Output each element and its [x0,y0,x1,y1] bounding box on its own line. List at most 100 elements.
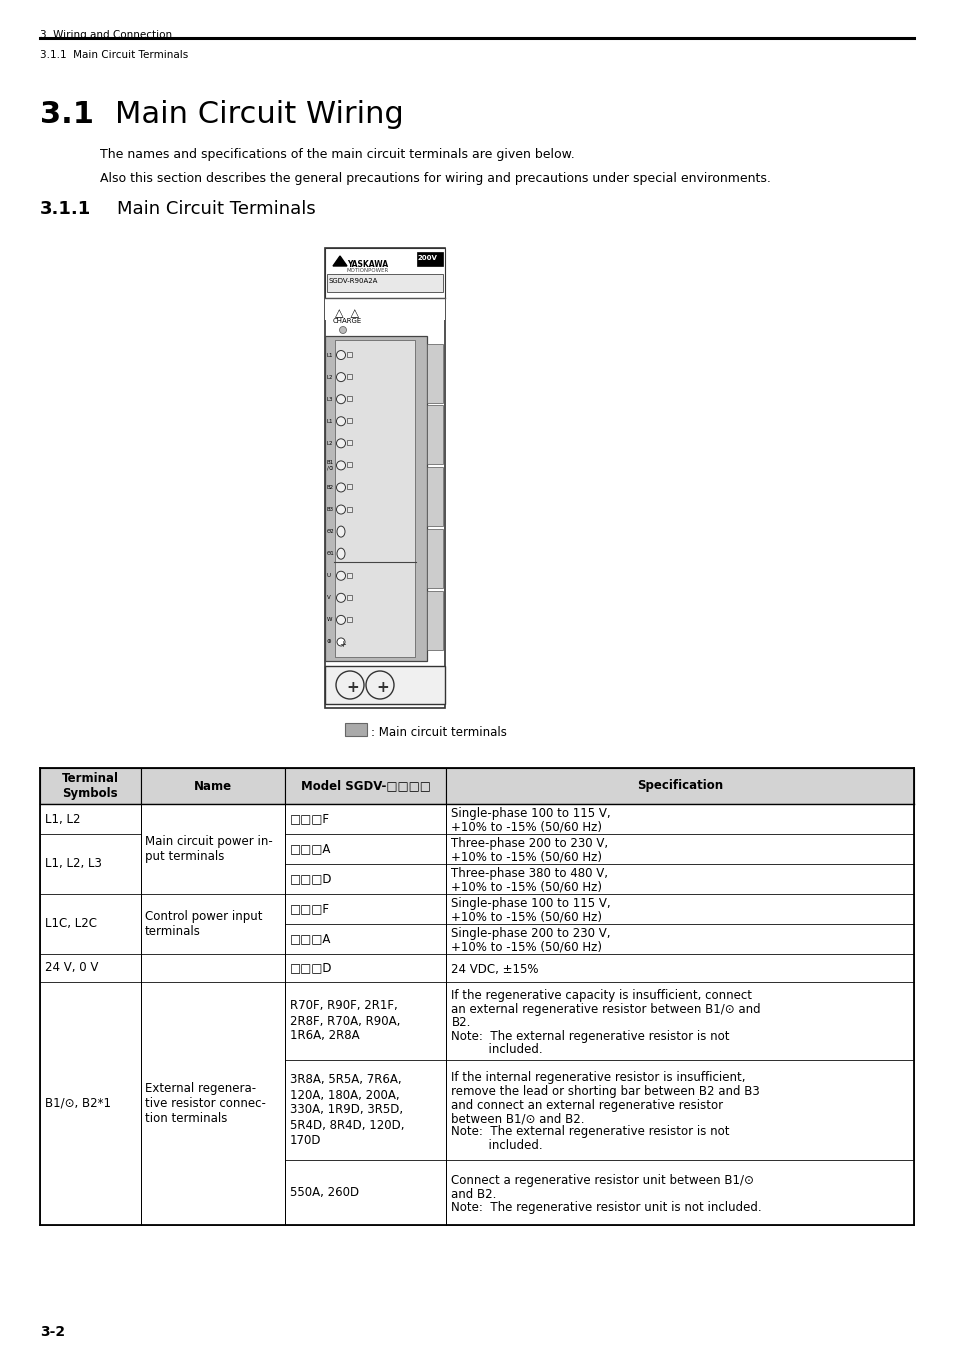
Text: 24 V, 0 V: 24 V, 0 V [45,961,98,975]
Text: L3: L3 [327,397,334,402]
Bar [140,981,284,1224]
Text: □□□F: □□□F [290,903,330,915]
Bar [284,894,446,923]
Bar [140,954,284,981]
Text: Also this section describes the general precautions for wiring and precautions u: Also this section describes the general … [100,171,770,185]
Circle shape [366,671,394,699]
Text: Terminal
Symbols: Terminal Symbols [62,772,118,801]
Text: CHARGE: CHARGE [333,319,362,324]
Text: Θ1: Θ1 [327,551,335,556]
Text: 3R8A, 5R5A, 7R6A,
120A, 180A, 200A,
330A, 1R9D, 3R5D,
5R4D, 8R4D, 120D,
170D: 3R8A, 5R5A, 7R6A, 120A, 180A, 200A, 330A… [290,1073,404,1146]
Bar [446,834,913,864]
Bar [325,298,444,320]
Bar [40,981,140,1224]
Text: □□□A: □□□A [290,842,331,856]
Bar [325,666,444,703]
Text: Note:  The external regenerative resistor is not: Note: The external regenerative resistor… [451,1030,729,1042]
Text: Connect a regenerative resistor unit between B1/⊙: Connect a regenerative resistor unit bet… [451,1174,754,1187]
Bar [446,1060,913,1160]
Bar [446,894,913,923]
Bar [284,864,446,894]
Text: MOTIONPOWER: MOTIONPOWER [347,269,389,273]
Bar [446,1160,913,1224]
Text: L1, L2: L1, L2 [45,813,80,825]
Text: 3  Wiring and Connection: 3 Wiring and Connection [40,30,172,40]
Circle shape [336,351,345,359]
Text: +10% to -15% (50/60 Hz): +10% to -15% (50/60 Hz) [451,911,601,923]
Bar [284,1160,446,1224]
Text: External regenera-
tive resistor connec-
tion terminals: External regenera- tive resistor connec-… [144,1081,265,1125]
Bar [335,340,415,657]
Bar [140,768,284,805]
Text: Control power input
terminals: Control power input terminals [144,910,262,938]
Text: SGDV-R90A2A: SGDV-R90A2A [329,278,378,283]
Bar [347,418,352,424]
Text: +: + [346,680,358,695]
Bar [140,894,284,954]
Text: Model SGDV-□□□□: Model SGDV-□□□□ [300,779,430,792]
Text: □□□A: □□□A [290,933,331,945]
Bar [284,805,446,834]
Text: Θ2: Θ2 [327,529,335,535]
Bar [40,954,140,981]
Text: Single-phase 200 to 230 V,: Single-phase 200 to 230 V, [451,927,610,941]
Circle shape [335,671,364,699]
Text: between B1/⊙ and B2.: between B1/⊙ and B2. [451,1112,584,1125]
Text: Main Circuit Wiring: Main Circuit Wiring [115,100,403,130]
Text: Note:  The external regenerative resistor is not: Note: The external regenerative resistor… [451,1126,729,1138]
Bar [347,595,352,599]
Bar [446,864,913,894]
Bar [446,954,913,981]
Bar [427,529,442,589]
Text: included.: included. [451,1044,542,1056]
Bar [284,981,446,1060]
Circle shape [336,373,345,382]
Text: If the internal regenerative resistor is insufficient,: If the internal regenerative resistor is… [451,1072,745,1084]
Text: Main Circuit Terminals: Main Circuit Terminals [117,200,315,217]
Text: Single-phase 100 to 115 V,: Single-phase 100 to 115 V, [451,898,610,910]
Text: B2.: B2. [451,1017,470,1029]
Text: B2: B2 [327,485,334,490]
Bar [446,923,913,954]
Text: U: U [327,574,331,578]
Bar [427,405,442,464]
Text: remove the lead or shorting bar between B2 and B3: remove the lead or shorting bar between … [451,1085,760,1098]
Text: B3: B3 [327,508,334,512]
Circle shape [336,505,345,514]
Text: included.: included. [451,1139,542,1152]
Text: L1, L2, L3: L1, L2, L3 [45,857,102,871]
Text: △  △: △ △ [335,308,358,319]
Circle shape [336,639,345,645]
Bar [427,591,442,649]
Circle shape [336,593,345,602]
Text: Specification: Specification [637,779,722,792]
Text: Note:  The regenerative resistor unit is not included.: Note: The regenerative resistor unit is … [451,1202,761,1214]
Polygon shape [333,256,347,266]
Ellipse shape [336,548,345,559]
Bar [284,834,446,864]
Text: Three-phase 200 to 230 V,: Three-phase 200 to 230 V, [451,837,608,850]
Bar [446,768,913,805]
Bar [347,617,352,622]
Circle shape [336,417,345,425]
Bar [284,954,446,981]
Text: +10% to -15% (50/60 Hz): +10% to -15% (50/60 Hz) [451,941,601,954]
Text: L1C, L2C: L1C, L2C [45,918,97,930]
Bar [284,923,446,954]
Bar [347,485,352,490]
Text: +: + [338,640,346,649]
Text: The names and specifications of the main circuit terminals are given below.: The names and specifications of the main… [100,148,574,161]
Circle shape [336,483,345,491]
Bar [284,1060,446,1160]
Text: ⊕: ⊕ [327,640,332,644]
Text: +10% to -15% (50/60 Hz): +10% to -15% (50/60 Hz) [451,850,601,864]
Bar [40,805,140,834]
Text: 24 VDC, ±15%: 24 VDC, ±15% [451,964,538,976]
Text: an external regenerative resistor between B1/⊙ and: an external regenerative resistor betwee… [451,1003,760,1015]
Text: 3.1.1  Main Circuit Terminals: 3.1.1 Main Circuit Terminals [40,50,188,59]
Bar [446,981,913,1060]
Text: B1
/⊙: B1 /⊙ [327,460,334,471]
Text: : Main circuit terminals: : Main circuit terminals [371,726,506,738]
Text: Three-phase 380 to 480 V,: Three-phase 380 to 480 V, [451,868,608,880]
Text: +10% to -15% (50/60 Hz): +10% to -15% (50/60 Hz) [451,882,601,894]
